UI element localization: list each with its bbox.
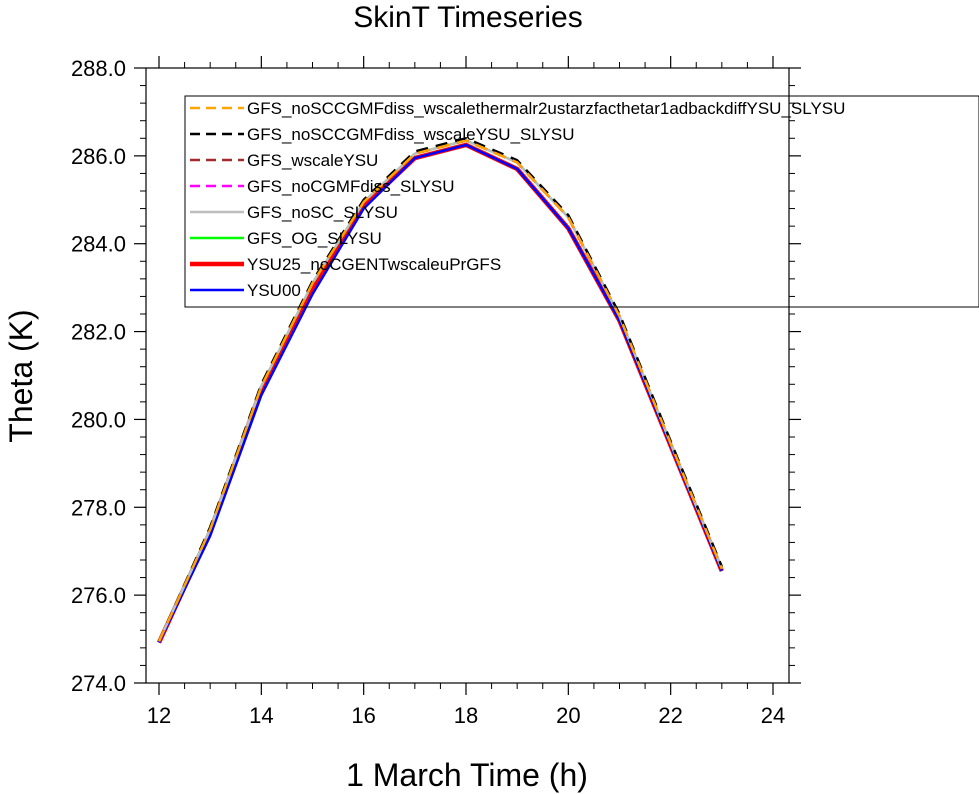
- y-tick-label: 282.0: [71, 320, 126, 345]
- series-line: [157, 139, 723, 642]
- series-line: [157, 143, 723, 644]
- y-tick-label: 280.0: [71, 407, 126, 432]
- x-tick-label: 22: [658, 703, 682, 728]
- y-tick-label: 278.0: [71, 495, 126, 520]
- legend-label: GFS_noSCCGMFdiss_wscaleYSU_SLYSU: [247, 125, 575, 144]
- legend-label: GFS_OG_SLYSU: [247, 229, 382, 248]
- series-line: [157, 139, 723, 642]
- x-tick-label: 12: [147, 703, 171, 728]
- x-axis: 12 14 16 18 20 22 24: [147, 56, 785, 728]
- series-line: [157, 139, 723, 642]
- plot-frame: [145, 67, 790, 684]
- y-tick-label: 288.0: [71, 56, 126, 81]
- x-axis-title: 1 March Time (h): [346, 757, 588, 793]
- y-tick-label: 276.0: [71, 583, 126, 608]
- x-tick-label: 16: [351, 703, 375, 728]
- y-tick-label: 274.0: [71, 671, 126, 696]
- legend-label: YSU25_noCGENTwscaleuPrGFS: [247, 255, 501, 274]
- x-tick-label: 14: [249, 703, 273, 728]
- legend-label: GFS_wscaleYSU: [247, 151, 378, 170]
- y-axis-title: Theta (K): [3, 309, 39, 442]
- legend-label: GFS_noSC_SLYSU: [247, 203, 398, 222]
- series-layer: [156, 137, 724, 644]
- legend-box: [184, 95, 979, 308]
- y-axis: 274.0 276.0 278.0 280.0 282.0 284.0 286.0 288.0: [71, 56, 801, 696]
- series-line: [157, 137, 723, 642]
- x-tick-label: 20: [556, 703, 580, 728]
- x-tick-label: 24: [761, 703, 785, 728]
- series-line: [156, 142, 724, 644]
- legend: GFS_noSCCGMFdiss_wscalethermalr2ustarzfa…: [184, 95, 979, 308]
- plot-area: [145, 67, 790, 684]
- legend-label: GFS_noCGMFdiss_SLYSU: [247, 177, 455, 196]
- chart-title: SkinT Timeseries: [353, 1, 583, 34]
- series-line: [157, 139, 723, 642]
- series-line: [157, 139, 723, 642]
- legend-label: YSU00: [247, 281, 301, 300]
- x-tick-label: 18: [454, 703, 478, 728]
- y-tick-label: 284.0: [71, 232, 126, 257]
- y-tick-label: 286.0: [71, 144, 126, 169]
- legend-label: GFS_noSCCGMFdiss_wscalethermalr2ustarzfa…: [247, 99, 845, 118]
